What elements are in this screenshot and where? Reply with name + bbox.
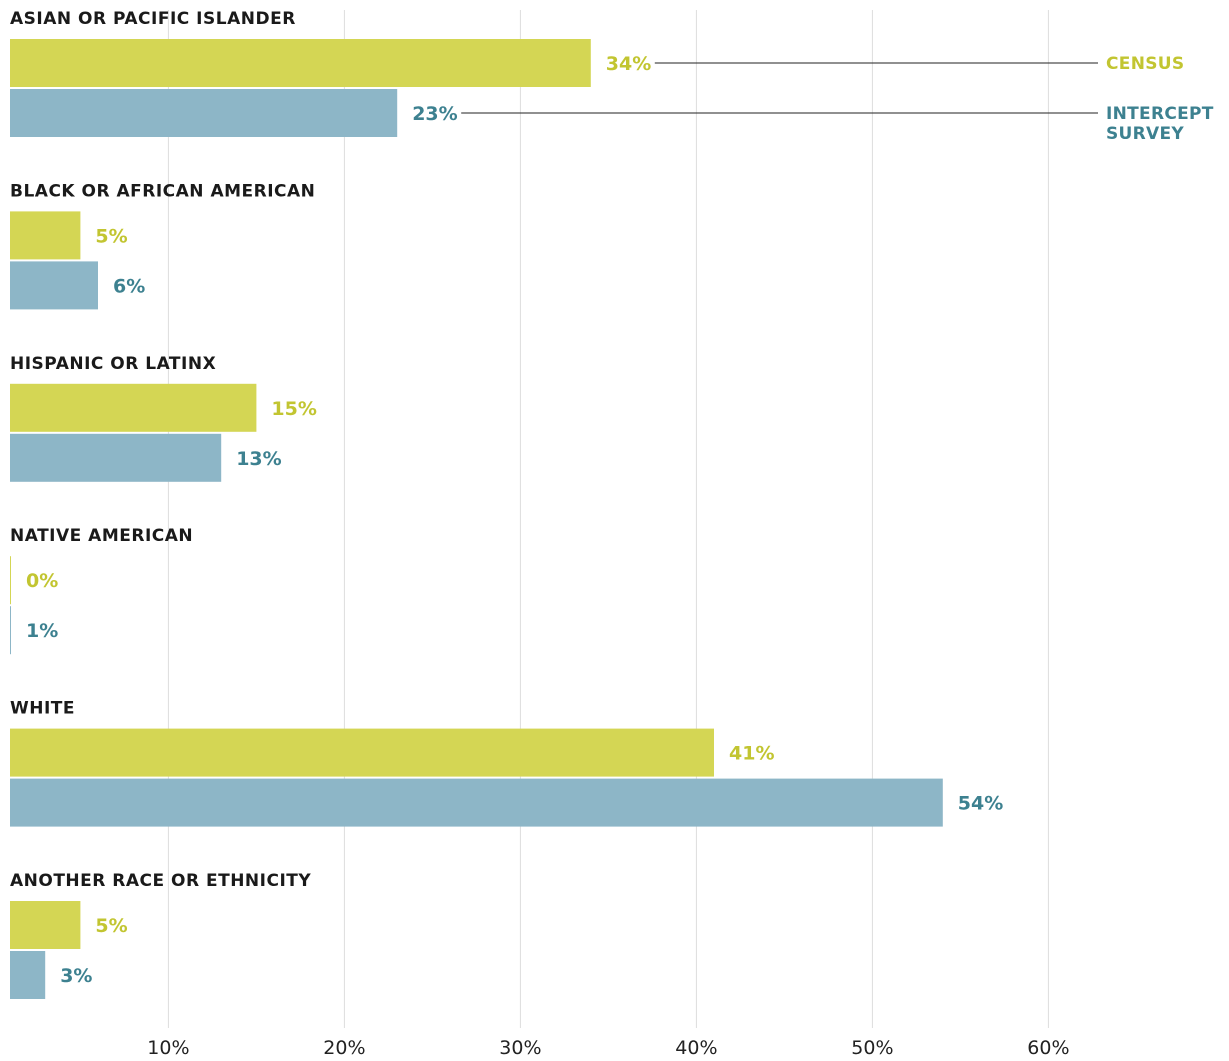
bar-intercept-survey	[10, 261, 98, 310]
bar-census	[10, 901, 81, 949]
legend-label-intercept-survey: SURVEY	[1106, 124, 1184, 144]
category-label: ANOTHER RACE OR ETHNICITY	[10, 871, 311, 891]
category-label: ASIAN OR PACIFIC ISLANDER	[10, 9, 296, 29]
x-tick-label: 50%	[851, 1037, 893, 1059]
bar-intercept-survey	[10, 606, 11, 655]
legend-label-census: CENSUS	[1106, 54, 1184, 74]
category-label: NATIVE AMERICAN	[10, 526, 193, 546]
bar-census	[10, 211, 81, 260]
x-tick-label: 10%	[147, 1037, 189, 1059]
value-label-intercept-survey: 13%	[236, 448, 281, 470]
bar-intercept-survey	[10, 89, 398, 137]
value-label-census: 5%	[95, 225, 127, 247]
gridlines	[167, 10, 1049, 1028]
value-label-intercept-survey: 6%	[113, 275, 145, 297]
category-label: BLACK OR AFRICAN AMERICAN	[10, 181, 315, 201]
legend-label-intercept-survey: INTERCEPT	[1106, 104, 1214, 124]
value-label-intercept-survey: 23%	[412, 103, 457, 125]
category-label: HISPANIC OR LATINX	[10, 354, 216, 374]
x-axis-ticks: 10% 20% 30% 40% 50% 60%	[147, 1037, 1069, 1059]
bar-census	[10, 728, 714, 777]
bar-census	[10, 383, 257, 432]
value-label-census: 0%	[26, 570, 58, 592]
x-tick-label: 30%	[499, 1037, 541, 1059]
bars	[10, 39, 943, 999]
bar-intercept-survey	[10, 778, 943, 827]
bar-intercept-survey	[10, 433, 222, 482]
value-label-census: 41%	[729, 743, 774, 765]
value-label-intercept-survey: 1%	[26, 620, 58, 642]
category-label: WHITE	[10, 699, 75, 719]
value-label-census: 34%	[606, 53, 651, 75]
labels: ASIAN OR PACIFIC ISLANDER 34% 23% BLACK OR …	[10, 9, 1003, 987]
bar-census	[10, 556, 11, 605]
value-label-intercept-survey: 3%	[60, 965, 92, 987]
x-tick-label: 60%	[1027, 1037, 1069, 1059]
value-label-intercept-survey: 54%	[958, 793, 1003, 815]
value-label-census: 5%	[95, 915, 127, 937]
x-tick-label: 20%	[323, 1037, 365, 1059]
value-label-census: 15%	[271, 398, 316, 420]
bar-intercept-survey	[10, 951, 46, 999]
x-tick-label: 40%	[675, 1037, 717, 1059]
bar-census	[10, 39, 591, 87]
